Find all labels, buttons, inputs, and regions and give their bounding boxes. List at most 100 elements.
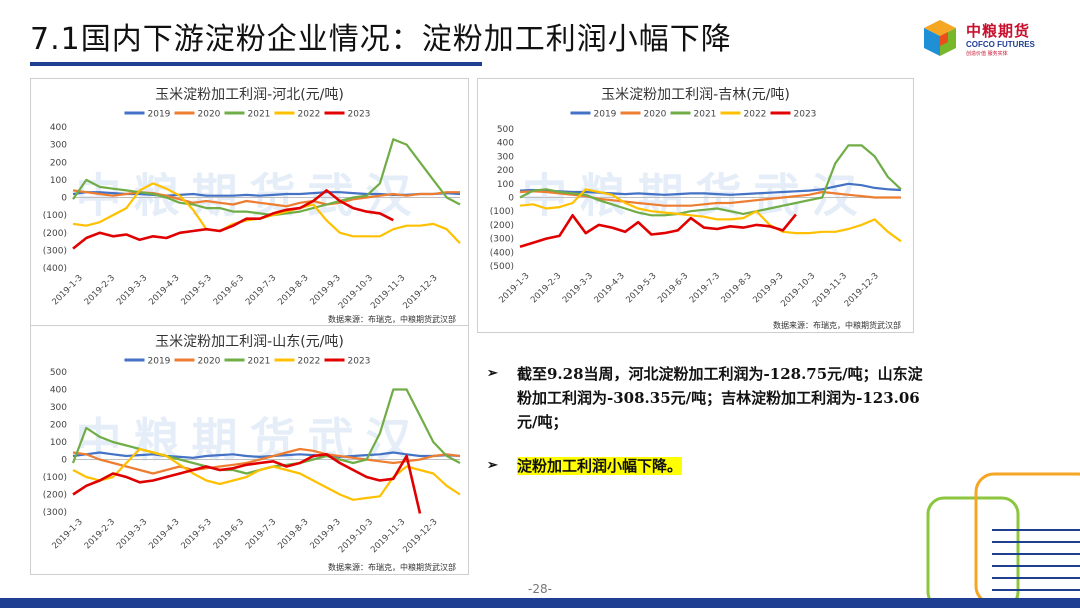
x-tick-label: 2019-8-3 bbox=[720, 271, 754, 305]
x-tick-label: 2019-12-3 bbox=[843, 271, 881, 309]
chart-panel-hebei: 玉米淀粉加工利润-河北(元/吨) 2019 2020 2021 2022 2023 中粮期货… bbox=[30, 78, 469, 327]
y-tick-label: 500 bbox=[50, 368, 67, 378]
bullet-profit-values: ➢ 截至9.28当周，河北淀粉加工利润为-128.75元/吨；山东淀粉加工利润为… bbox=[485, 362, 925, 434]
y-tick-label: (400) bbox=[490, 248, 514, 258]
x-tick-label: 2019-3-3 bbox=[115, 517, 149, 551]
series-line-2021 bbox=[519, 144, 902, 217]
y-tick-label: (400) bbox=[43, 264, 67, 274]
x-tick-label: 2019-2-3 bbox=[529, 271, 563, 305]
legend-label-2022: 2022 bbox=[744, 110, 767, 120]
cube-icon bbox=[924, 20, 956, 56]
y-tick-label: (300) bbox=[490, 235, 514, 245]
legend-label-2020: 2020 bbox=[198, 357, 221, 367]
legend-label-2022: 2022 bbox=[298, 357, 321, 367]
legend-label-2020: 2020 bbox=[198, 110, 221, 120]
chart-title: 玉米淀粉加工利润-山东(元/吨) bbox=[155, 334, 344, 350]
x-tick-label: 2019-5-3 bbox=[179, 273, 213, 307]
y-tick-label: 400 bbox=[50, 386, 67, 396]
x-tick-label: 2019-1-3 bbox=[50, 517, 84, 551]
legend-label-2019: 2019 bbox=[148, 357, 171, 367]
y-tick-label: (100) bbox=[43, 211, 67, 221]
series-line-2020 bbox=[72, 447, 461, 475]
y-tick-label: 0 bbox=[61, 194, 67, 204]
legend-label-2022: 2022 bbox=[298, 110, 321, 120]
x-tick-label: 2019-4-3 bbox=[147, 517, 181, 551]
chart-shandong: 玉米淀粉加工利润-山东(元/吨) 2019 2020 2021 2022 2023 中粮期货… bbox=[43, 334, 461, 572]
series-line-2023 bbox=[72, 453, 422, 514]
arrow-bullet-icon: ➢ bbox=[487, 366, 498, 381]
x-tick-label: 2019-1-3 bbox=[497, 271, 531, 305]
y-tick-label: (200) bbox=[43, 491, 67, 501]
chart-jilin: 玉米淀粉加工利润-吉林(元/吨)2019 2020 2021 2022 2023中粮期货… bbox=[490, 87, 902, 330]
y-tick-label: (200) bbox=[490, 221, 514, 231]
y-tick-label: 200 bbox=[50, 421, 67, 431]
watermark-text: 中粮期货武汉 bbox=[76, 413, 424, 467]
y-tick-label: 0 bbox=[508, 194, 514, 204]
bullet-text-2: 淀粉加工利润小幅下降。 bbox=[517, 457, 683, 475]
x-tick-label: 2019-6-3 bbox=[656, 271, 690, 305]
y-tick-label: 400 bbox=[50, 123, 67, 133]
x-tick-label: 2019-12-3 bbox=[401, 273, 439, 311]
y-tick-label: (100) bbox=[490, 207, 514, 217]
x-tick-label: 2019-8-3 bbox=[276, 273, 310, 307]
y-tick-label: (100) bbox=[43, 473, 67, 483]
bullet-text-1: 截至9.28当周，河北淀粉加工利润为-128.75元/吨；山东淀粉加工利润为-3… bbox=[517, 365, 923, 431]
legend-label-2023: 2023 bbox=[794, 110, 817, 120]
legend-label-2021: 2021 bbox=[694, 110, 717, 120]
x-tick-label: 2019-5-3 bbox=[179, 517, 213, 551]
legend-label-2023: 2023 bbox=[348, 110, 371, 120]
legend-label-2023: 2023 bbox=[348, 357, 371, 367]
x-tick-label: 2019-6-3 bbox=[212, 273, 246, 307]
x-tick-label: 2019-12-3 bbox=[401, 517, 439, 555]
bullet-conclusion: ➢ 淀粉加工利润小幅下降。 bbox=[485, 454, 925, 478]
y-tick-label: (300) bbox=[43, 246, 67, 256]
y-tick-label: 100 bbox=[50, 438, 67, 448]
summary-bullets: ➢ 截至9.28当周，河北淀粉加工利润为-128.75元/吨；山东淀粉加工利润为… bbox=[485, 362, 925, 478]
legend-label-2019: 2019 bbox=[594, 110, 617, 120]
source-note: 数据来源：布瑞克，中粮期货武汉部 bbox=[328, 562, 456, 572]
legend-label-2019: 2019 bbox=[148, 110, 171, 120]
x-tick-label: 2019-3-3 bbox=[561, 271, 595, 305]
series-line-2019 bbox=[72, 451, 461, 459]
x-tick-label: 2019-8-3 bbox=[276, 517, 310, 551]
bottom-brand-bar bbox=[0, 598, 1080, 608]
y-tick-label: (500) bbox=[490, 262, 514, 272]
x-tick-label: 2019-2-3 bbox=[83, 273, 117, 307]
arrow-bullet-icon: ➢ bbox=[487, 458, 498, 473]
y-tick-label: 200 bbox=[497, 166, 514, 176]
source-note: 数据来源：布瑞克，中粮期货武汉部 bbox=[328, 314, 456, 324]
series-line-2020 bbox=[519, 190, 901, 207]
y-tick-label: 200 bbox=[50, 158, 67, 168]
x-tick-label: 2019-2-3 bbox=[83, 517, 117, 551]
y-tick-label: 500 bbox=[497, 125, 514, 135]
cofco-logo: 中粮期货 COFCO FUTURES 创造价值 服务实体 bbox=[920, 16, 1070, 60]
y-tick-label: 100 bbox=[50, 176, 67, 186]
y-tick-label: 300 bbox=[497, 152, 514, 162]
title-underline bbox=[30, 62, 482, 66]
page-number: -28- bbox=[528, 582, 552, 596]
y-tick-label: 300 bbox=[50, 141, 67, 151]
series-line-2023 bbox=[519, 213, 797, 249]
x-tick-label: 2019-7-3 bbox=[244, 517, 278, 551]
logo-tagline: 创造价值 服务实体 bbox=[966, 51, 1008, 57]
x-tick-label: 2019-6-3 bbox=[212, 517, 246, 551]
logo-name-en: COFCO FUTURES bbox=[966, 40, 1035, 49]
chart-panel-jilin: 玉米淀粉加工利润-吉林(元/吨) 2019 2020 2021 2022 2023 中粮期货… bbox=[477, 78, 914, 333]
x-tick-label: 2019-7-3 bbox=[244, 273, 278, 307]
y-tick-label: 300 bbox=[50, 403, 67, 413]
source-note: 数据来源：布瑞克，中粮期货武汉部 bbox=[773, 320, 901, 330]
x-tick-label: 2019-5-3 bbox=[624, 271, 658, 305]
logo-name-cn: 中粮期货 bbox=[966, 22, 1031, 40]
chart-title: 玉米淀粉加工利润-河北(元/吨) bbox=[155, 87, 344, 103]
decorative-corner-lines bbox=[926, 472, 1080, 598]
legend-label-2021: 2021 bbox=[248, 357, 271, 367]
y-tick-label: 0 bbox=[61, 456, 67, 466]
series-line-2023 bbox=[72, 189, 394, 250]
x-tick-label: 2019-1-3 bbox=[50, 273, 84, 307]
slide-title: 7.1国内下游淀粉企业情况：淀粉加工利润小幅下降 bbox=[30, 22, 732, 57]
chart-title: 玉米淀粉加工利润-吉林(元/吨) bbox=[601, 87, 790, 103]
y-tick-label: 400 bbox=[497, 139, 514, 149]
chart-hebei: 玉米淀粉加工利润-河北(元/吨)2019 2020 2021 2022 2023中粮期货… bbox=[43, 87, 461, 324]
chart-panel-shandong: 玉米淀粉加工利润-山东(元/吨) 2019 2020 2021 2022 2023 中粮期货… bbox=[30, 325, 469, 575]
x-tick-label: 2019-3-3 bbox=[115, 273, 149, 307]
